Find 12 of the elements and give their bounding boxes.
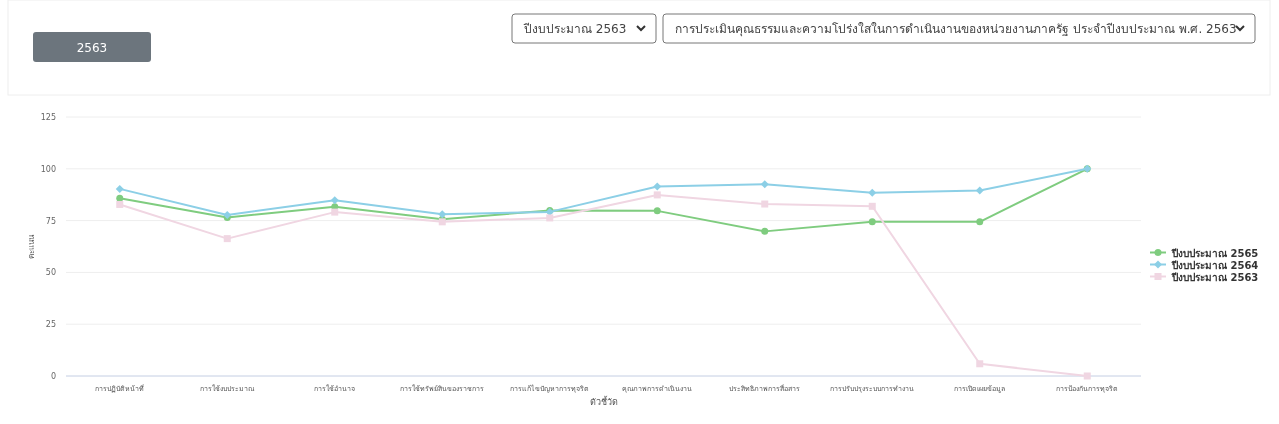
x-axis-title: ตัวชี้วัด	[589, 395, 618, 407]
y-tick-label: 50	[45, 268, 56, 278]
header: 2563 ปีงบประมาณ 2563 การประเมินคุณธรรมและความโปร่งใสในการดำเนินงานของหน่วยงานภาครัฐ ประจำปีงบประมาณ พ.ศ. 2563	[7, 0, 1271, 96]
y-tick-label: 0	[50, 372, 56, 381]
y-tick-label: 100	[40, 164, 56, 174]
y-tick-label: 25	[45, 320, 56, 330]
y-tick-label: 125	[40, 113, 56, 122]
legend-label: ปีงบประมาณ 2565	[1171, 247, 1259, 259]
legend-label: ปีงบประมาณ 2564	[1171, 259, 1259, 271]
legend-label: ปีงบประมาณ 2563	[1171, 271, 1259, 283]
y-axis-title: คะแนน	[27, 233, 36, 259]
y-tick-label: 75	[45, 216, 56, 226]
